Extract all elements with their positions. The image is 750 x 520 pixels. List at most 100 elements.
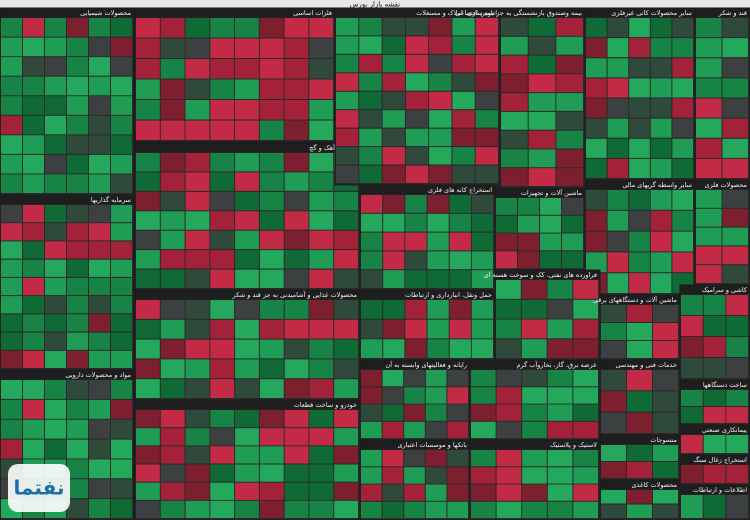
cell [703,316,726,336]
cell [405,300,427,319]
cell [284,319,309,339]
cell [210,464,235,482]
cell [452,73,475,91]
cell [89,259,110,277]
cell [475,73,498,91]
sector-name: کاشی و سرامیک [702,286,748,294]
cell [650,158,672,178]
cell [650,98,672,118]
cell [309,428,334,446]
cell [726,337,748,357]
cell [696,138,722,158]
cell [522,421,547,439]
cell [703,358,726,378]
cell [336,165,359,183]
cell [309,319,334,339]
cell [259,191,284,211]
sector: رایانه و فعالیتهای وابسته به آن [359,359,471,441]
cell [629,98,650,118]
cell [722,158,748,178]
cell [309,379,334,398]
cell [336,128,359,147]
cell [547,404,573,421]
cell [601,305,626,322]
cell [136,100,160,120]
cell [696,98,722,118]
sector-name: اطلاعات و ارتباطات [693,486,747,494]
cell [383,232,405,251]
cell [284,339,309,359]
cell [528,93,556,111]
cell [111,296,132,314]
cell [573,319,599,339]
cell [235,79,259,99]
cell [540,233,561,251]
sector: فلزات اساسی [134,7,336,143]
cell [547,450,573,467]
cell [136,359,160,379]
cell [425,501,447,519]
title-bar [0,0,750,8]
cell [404,484,425,501]
cell [67,439,88,459]
cell [573,467,598,484]
cell [89,296,110,314]
cell [501,149,528,168]
cell [23,115,44,135]
cell [235,410,259,428]
cell [235,428,259,446]
cell [1,154,22,174]
cell [259,319,284,339]
cell [722,78,748,98]
cell [235,379,259,398]
sector-header [680,285,750,295]
cell [111,380,132,399]
cell [471,195,493,213]
cell [607,38,629,58]
cell [627,490,652,504]
sector-name: رایانه و فعالیتهای وابسته به آن [385,360,467,369]
cell [309,359,334,379]
cell [23,37,44,57]
cell [89,277,110,296]
cell [235,59,259,79]
cell [284,100,309,120]
cell [361,232,383,251]
cell [336,18,359,36]
cell [518,198,539,215]
cell [383,251,405,270]
cell [334,359,358,379]
sector-header [695,8,750,18]
cell [601,445,626,461]
cell [67,259,88,277]
cell [45,350,66,368]
cell [429,91,452,110]
cell [235,100,259,120]
cell [696,208,722,227]
cell [521,319,547,339]
cell [540,251,561,269]
cell [607,158,629,178]
cell [309,18,334,38]
cell [447,370,468,387]
cell [235,446,259,464]
cell [89,399,110,419]
sector: فراورده های نفتی، کک و سوخت هسته ای [484,269,601,361]
cell [23,57,44,76]
cell [284,500,309,518]
cell [522,404,547,421]
sector-name: خودرو و ساخت قطعات [294,401,357,409]
cell [471,404,496,421]
sector-header [680,455,750,465]
cell [383,270,405,288]
cell [111,223,132,241]
cell [382,387,404,404]
cell [496,387,522,404]
cell [334,464,358,482]
cell [23,174,44,193]
cell [449,232,471,251]
cell [259,482,284,500]
cell [528,149,556,168]
sector: اطلاعات و ارتباطات [679,484,750,520]
cell [573,404,598,421]
